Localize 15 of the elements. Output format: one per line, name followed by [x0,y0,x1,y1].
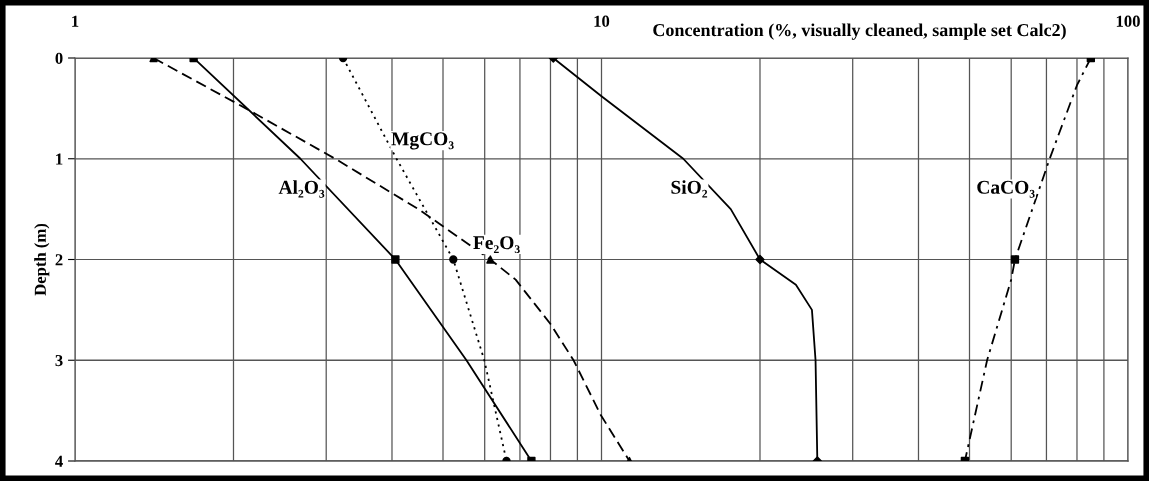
x-tick-label: 1 [72,15,79,27]
series-label: Al₂O₃ [278,180,325,198]
series-label: MgCO₃ [391,132,454,150]
x-axis-title: Concentration (%, visually cleaned, sample set Calc2) [653,23,1066,40]
series-label: CaCO₃ [977,180,1035,198]
series-label: Fe₂O₃ [473,236,520,254]
y-tick-label: 0 [55,52,63,64]
series-label: SiO₂ [671,180,708,198]
y-tick-label: 3 [55,355,63,367]
y-axis-title: Depth (m) [34,223,50,296]
y-tick-label: 1 [56,153,63,165]
x-tick-label: 100 [1116,15,1140,27]
y-tick-label: 2 [55,254,63,266]
y-tick-label: 4 [55,455,63,467]
x-tick-label: 10 [594,15,610,27]
